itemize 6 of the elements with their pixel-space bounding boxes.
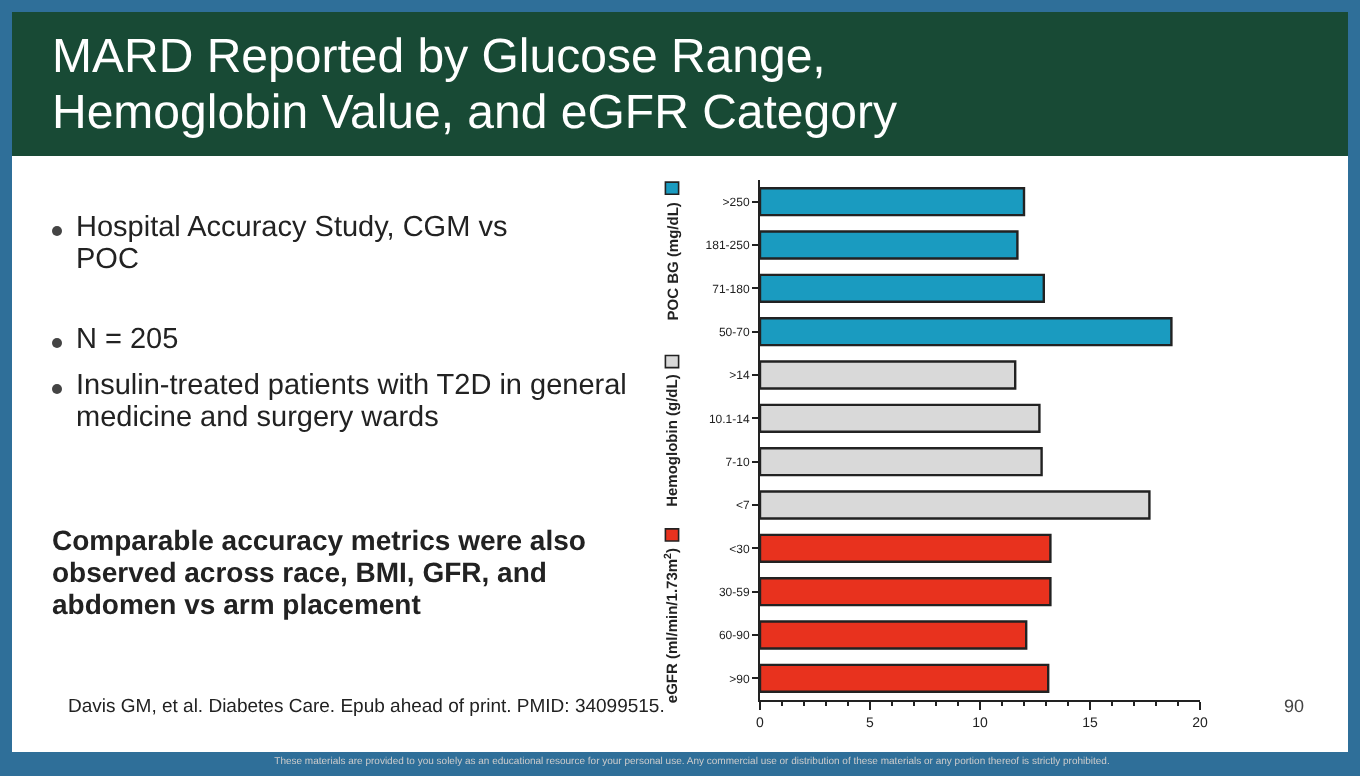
text: 90 bbox=[1284, 696, 1307, 716]
text: Hospital Accuracy Study, CGM vs POC bbox=[76, 212, 510, 276]
text: Insulin-treated patients with T2D in general medicine and surgery wards bbox=[76, 370, 627, 434]
text: Comparable accuracy metrics were also observed across race, BMI, GFR, and abdomen vs arm placement bbox=[52, 524, 588, 620]
text: N = 205 bbox=[76, 324, 181, 356]
chart-title: MARD Reported by Glucose Range, Hemoglobin Value, and eGFR Category bbox=[12, 12, 1348, 156]
